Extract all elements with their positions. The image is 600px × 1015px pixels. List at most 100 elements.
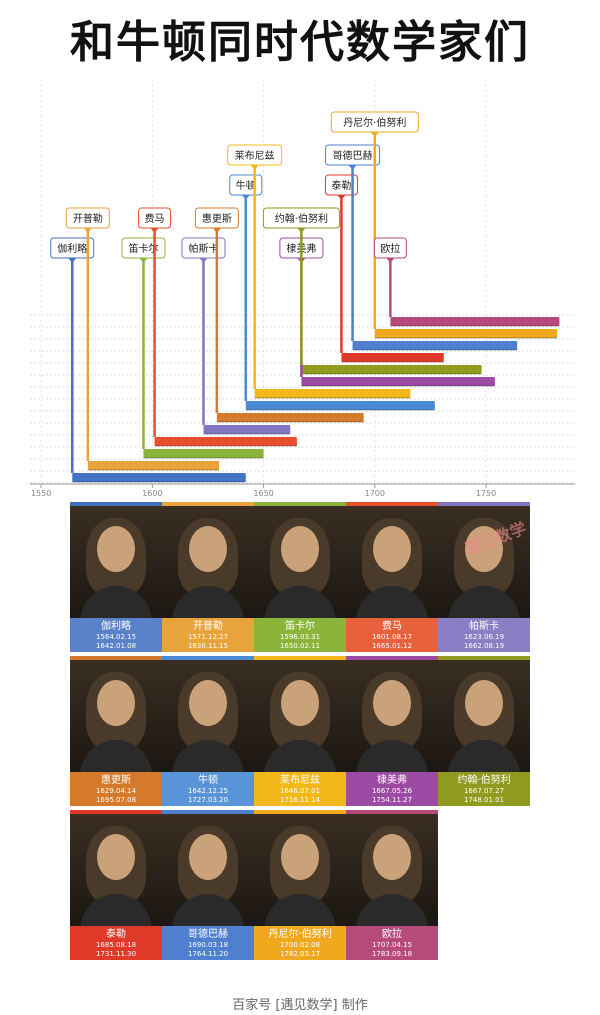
portrait-image: [438, 506, 530, 626]
lifespan-bar-6: [245, 401, 435, 410]
death-date: 1695.07.08: [95, 796, 137, 804]
mathematician-name: 牛顿: [198, 775, 218, 786]
death-date: 1782.03.17: [279, 950, 321, 958]
label-pointer-4: [199, 258, 208, 263]
label-text-6: 牛顿: [236, 179, 256, 192]
mathematician-name: 欧拉: [382, 929, 402, 940]
card-caption: 棣美弗 1667.05.26 1754.11.27: [346, 772, 438, 806]
portrait-card: 牛顿 1642.12.25 1727.03.20: [162, 656, 254, 806]
card-top-bar: [254, 502, 346, 506]
portrait-face: [189, 526, 227, 572]
lifespan-bar-13: [390, 317, 560, 326]
card-top-bar: [162, 656, 254, 660]
lifespan-bar-9: [301, 365, 482, 374]
portrait-image: [70, 814, 162, 934]
death-date: 1727.03.20: [187, 796, 229, 804]
label-text-3: 费马: [145, 212, 165, 225]
card-top-bar: [438, 656, 530, 660]
lifespan-bar-1: [87, 461, 220, 470]
birth-date: 1700.02.08: [279, 941, 321, 949]
card-caption: 惠更斯 1629.04.14 1695.07.08: [70, 772, 162, 806]
card-top-bar: [346, 502, 438, 506]
lifespan-bar-shadow: [301, 385, 495, 387]
card-top-bar: [254, 656, 346, 660]
card-caption: 牛顿 1642.12.25 1727.03.20: [162, 772, 254, 806]
lifespan-bar-shadow: [154, 445, 297, 447]
portrait-image: [162, 506, 254, 626]
x-tick-label: 1650: [253, 489, 273, 498]
portrait-face: [97, 834, 135, 880]
label-pointer-10: [337, 195, 346, 200]
portrait-card: 棣美弗 1667.05.26 1754.11.27: [346, 656, 438, 806]
birth-date: 1642.12.25: [187, 787, 229, 795]
portrait-card: 伽利略 1564.02.15 1642.01.08: [70, 502, 162, 652]
label-text-11: 哥德巴赫: [333, 149, 373, 162]
portrait-image: [438, 660, 530, 780]
birth-date: 1564.02.15: [95, 633, 137, 641]
birth-date: 1690.03.18: [187, 941, 229, 949]
lifespan-bar-3: [154, 437, 297, 446]
portrait-face: [465, 526, 503, 572]
card-top-bar: [70, 656, 162, 660]
portrait-image: [70, 506, 162, 626]
mathematician-name: 笛卡尔: [285, 621, 315, 632]
portrait-face: [281, 680, 319, 726]
death-date: 1754.11.27: [371, 796, 413, 804]
portrait-face: [97, 680, 135, 726]
birth-date: 1601.08.17: [371, 633, 413, 641]
card-caption: 伽利略 1564.02.15 1642.01.08: [70, 618, 162, 652]
mathematician-name: 哥德巴赫: [188, 929, 228, 940]
mathematician-name: 泰勒: [106, 929, 126, 940]
card-caption: 泰勒 1685.08.18 1731.11.30: [70, 926, 162, 960]
mathematician-name: 开普勒: [193, 621, 223, 632]
lifespan-bar-shadow: [390, 325, 560, 327]
label-text-10: 泰勒: [331, 179, 351, 192]
card-caption: 莱布尼兹 1646.07.01 1716.11.14: [254, 772, 346, 806]
lifespan-bar-shadow: [203, 433, 291, 435]
mathematician-name: 惠更斯: [101, 775, 131, 786]
card-caption: 笛卡尔 1596.03.31 1650.02.11: [254, 618, 346, 652]
birth-date: 1646.07.01: [279, 787, 321, 795]
portrait-image: [254, 660, 346, 780]
mathematician-name: 帕斯卡: [469, 621, 499, 632]
mathematician-name: 费马: [382, 621, 402, 632]
card-caption: 欧拉 1707.04.15 1783.09.18: [346, 926, 438, 960]
lifespan-bar-shadow: [341, 361, 444, 363]
death-date: 1642.01.08: [95, 642, 137, 650]
portrait-image: [70, 660, 162, 780]
label-pointer-13: [386, 258, 395, 263]
lifespan-bar-2: [143, 449, 264, 458]
label-pointer-0: [68, 258, 77, 263]
label-text-1: 开普勒: [73, 212, 103, 225]
lifespan-bar-11: [352, 341, 518, 350]
death-date: 1783.09.18: [371, 950, 413, 958]
label-pointer-7: [250, 165, 259, 170]
card-caption: 帕斯卡 1623.06.19 1662.08.19: [438, 618, 530, 652]
lifespan-bar-shadow: [374, 337, 558, 339]
portrait-card: 泰勒 1685.08.18 1731.11.30: [70, 810, 162, 960]
portrait-face: [373, 526, 411, 572]
lifespan-bar-shadow: [216, 421, 364, 423]
portrait-card: 开普勒 1571.12.27 1630.11.15: [162, 502, 254, 652]
portrait-image: [162, 814, 254, 934]
portrait-face: [281, 834, 319, 880]
portrait-image: [254, 506, 346, 626]
lifespan-bar-8: [301, 377, 495, 386]
portrait-card: 惠更斯 1629.04.14 1695.07.08: [70, 656, 162, 806]
birth-date: 1667.07.27: [463, 787, 505, 795]
death-date: 1650.02.11: [279, 642, 321, 650]
card-top-bar: [346, 810, 438, 814]
x-tick-label: 1550: [31, 489, 51, 498]
label-text-2: 笛卡尔: [128, 242, 158, 255]
portrait-card: 帕斯卡 1623.06.19 1662.08.19: [438, 502, 530, 652]
lifespan-bar-0: [72, 473, 246, 482]
label-text-7: 莱布尼兹: [235, 150, 275, 162]
label-pointer-6: [241, 195, 250, 200]
birth-date: 1667.05.26: [371, 787, 413, 795]
label-text-0: 伽利略: [57, 242, 87, 255]
x-tick-label: 1700: [365, 489, 385, 498]
portrait-card: 笛卡尔 1596.03.31 1650.02.11: [254, 502, 346, 652]
portrait-image: [346, 660, 438, 780]
birth-date: 1623.06.19: [463, 633, 505, 641]
